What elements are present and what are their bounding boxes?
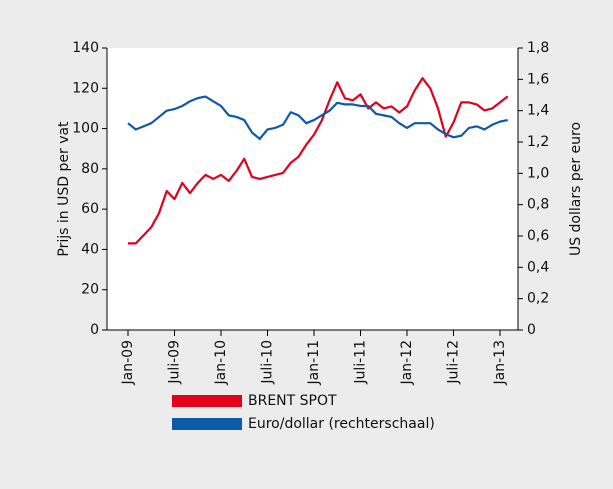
y2-tick-label: 0,4	[527, 259, 549, 275]
y2-tick-label: 0,2	[527, 291, 549, 307]
legend-swatch	[172, 395, 242, 407]
y2-tick-label: 0,8	[527, 197, 549, 213]
x-tick-label: Jan-10	[213, 340, 229, 385]
y2-axis-label: US dollars per euro	[568, 122, 584, 256]
y-tick-label: 20	[81, 282, 99, 298]
x-tick-label: Jan-13	[492, 340, 508, 385]
y2-tick-label: 1,2	[527, 134, 549, 150]
y2-tick-label: 1,8	[527, 40, 549, 56]
y2-tick-label: 1,4	[527, 103, 549, 119]
series-line	[127, 95, 508, 140]
y2-tick-label: 1,0	[527, 165, 549, 181]
y-axis-label: Prijs in USD per vat	[56, 121, 72, 257]
y-tick-label: 60	[81, 201, 99, 217]
x-tick-label: Juli-10	[260, 340, 276, 385]
y2-tick-label: 0,6	[527, 228, 549, 244]
x-tick-label: Jan-09	[120, 340, 136, 385]
y-tick-label: 120	[72, 80, 99, 96]
plot-area	[107, 48, 518, 330]
y-tick-label: 0	[90, 322, 99, 338]
y-tick-label: 100	[72, 121, 99, 137]
legend-swatch	[172, 418, 242, 430]
x-tick-label: Juli-09	[167, 340, 183, 385]
legend-label: Euro/dollar (rechterschaal)	[248, 416, 435, 432]
x-tick-label: Jan-11	[306, 340, 322, 385]
y2-tick-label: 1,6	[527, 71, 549, 87]
x-tick-label: Jan-12	[399, 340, 415, 385]
y-tick-label: 140	[72, 40, 99, 56]
series-line	[128, 77, 509, 245]
y-tick-label: 40	[81, 241, 99, 257]
y-tick-label: 80	[81, 161, 99, 177]
x-tick-label: Juli-11	[353, 340, 369, 385]
legend-label: BRENT SPOT	[248, 393, 337, 409]
y2-tick-label: 0	[527, 322, 536, 338]
x-tick-label: Juli-12	[446, 340, 462, 385]
